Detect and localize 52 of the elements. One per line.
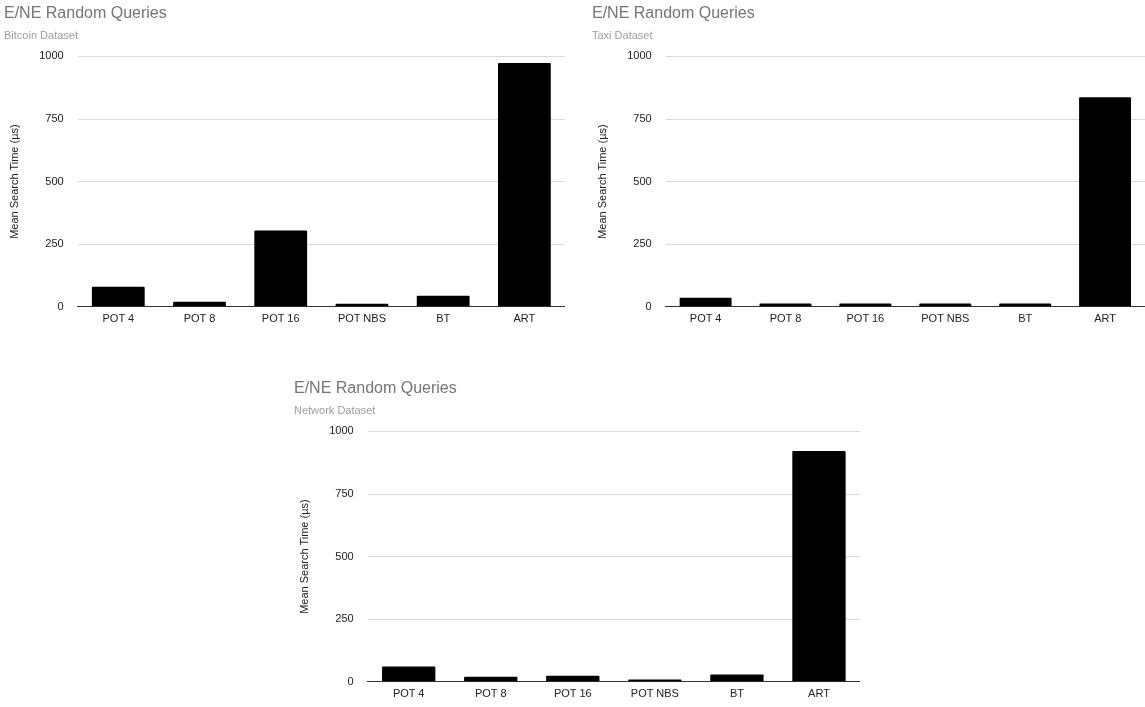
x-tick-label: POT 16 (846, 312, 885, 325)
y-tick-label: 750 (335, 487, 354, 500)
bar (792, 450, 846, 682)
bar (91, 286, 145, 307)
y-axis-title: Mean Search Time (µs) (7, 124, 20, 239)
y-axis-title: Mean Search Time (µs) (595, 124, 608, 239)
chart-subtitle: Network Dataset (294, 403, 376, 416)
y-tick-label: 250 (45, 237, 64, 250)
x-tick-label: BT (729, 687, 745, 700)
y-tick-label: 500 (335, 549, 354, 562)
x-tick-label: POT NBS (337, 312, 386, 325)
x-tick-label: POT 4 (689, 312, 722, 325)
x-tick-label: POT 16 (261, 312, 300, 325)
x-tick-label: POT 4 (102, 312, 135, 325)
y-tick-label: 750 (45, 112, 64, 125)
bar (416, 295, 470, 307)
x-tick-label: BT (436, 312, 451, 325)
bar (382, 666, 436, 682)
y-tick-label: 1000 (627, 49, 652, 62)
chart-subtitle: Bitcoin Dataset (4, 28, 78, 41)
x-tick-label: POT 16 (553, 687, 592, 700)
y-tick-label: 0 (347, 674, 354, 687)
x-tick-label: POT NBS (921, 312, 970, 325)
y-tick-label: 0 (57, 299, 64, 312)
bar (254, 230, 308, 307)
x-tick-label: POT 4 (392, 687, 425, 700)
bar (710, 674, 764, 682)
x-tick-label: ART (513, 312, 536, 325)
chart-title: E/NE Random Queries (592, 4, 755, 22)
x-tick-label: POT NBS (630, 687, 679, 700)
bar (679, 297, 732, 307)
y-tick-label: 1000 (329, 424, 354, 437)
x-tick-label: ART (1094, 312, 1117, 325)
y-tick-label: 250 (633, 237, 652, 250)
x-tick-label: BT (1018, 312, 1033, 325)
x-tick-label: POT 8 (183, 312, 216, 325)
x-tick-label: POT 8 (769, 312, 802, 325)
y-axis-title: Mean Search Time (µs) (297, 499, 310, 614)
y-tick-label: 0 (645, 299, 652, 312)
y-tick-label: 500 (633, 174, 652, 187)
y-tick-label: 500 (45, 174, 64, 187)
chart-title: E/NE Random Queries (4, 4, 167, 22)
chart-title: E/NE Random Queries (294, 379, 457, 397)
bar (1079, 97, 1132, 307)
bar (546, 675, 600, 682)
x-tick-label: POT 8 (474, 687, 507, 700)
y-tick-label: 1000 (39, 49, 64, 62)
chart-subtitle: Taxi Dataset (592, 28, 653, 41)
y-tick-label: 750 (633, 112, 652, 125)
x-tick-label: ART (808, 687, 831, 700)
bar (497, 62, 551, 307)
y-tick-label: 250 (335, 612, 354, 625)
